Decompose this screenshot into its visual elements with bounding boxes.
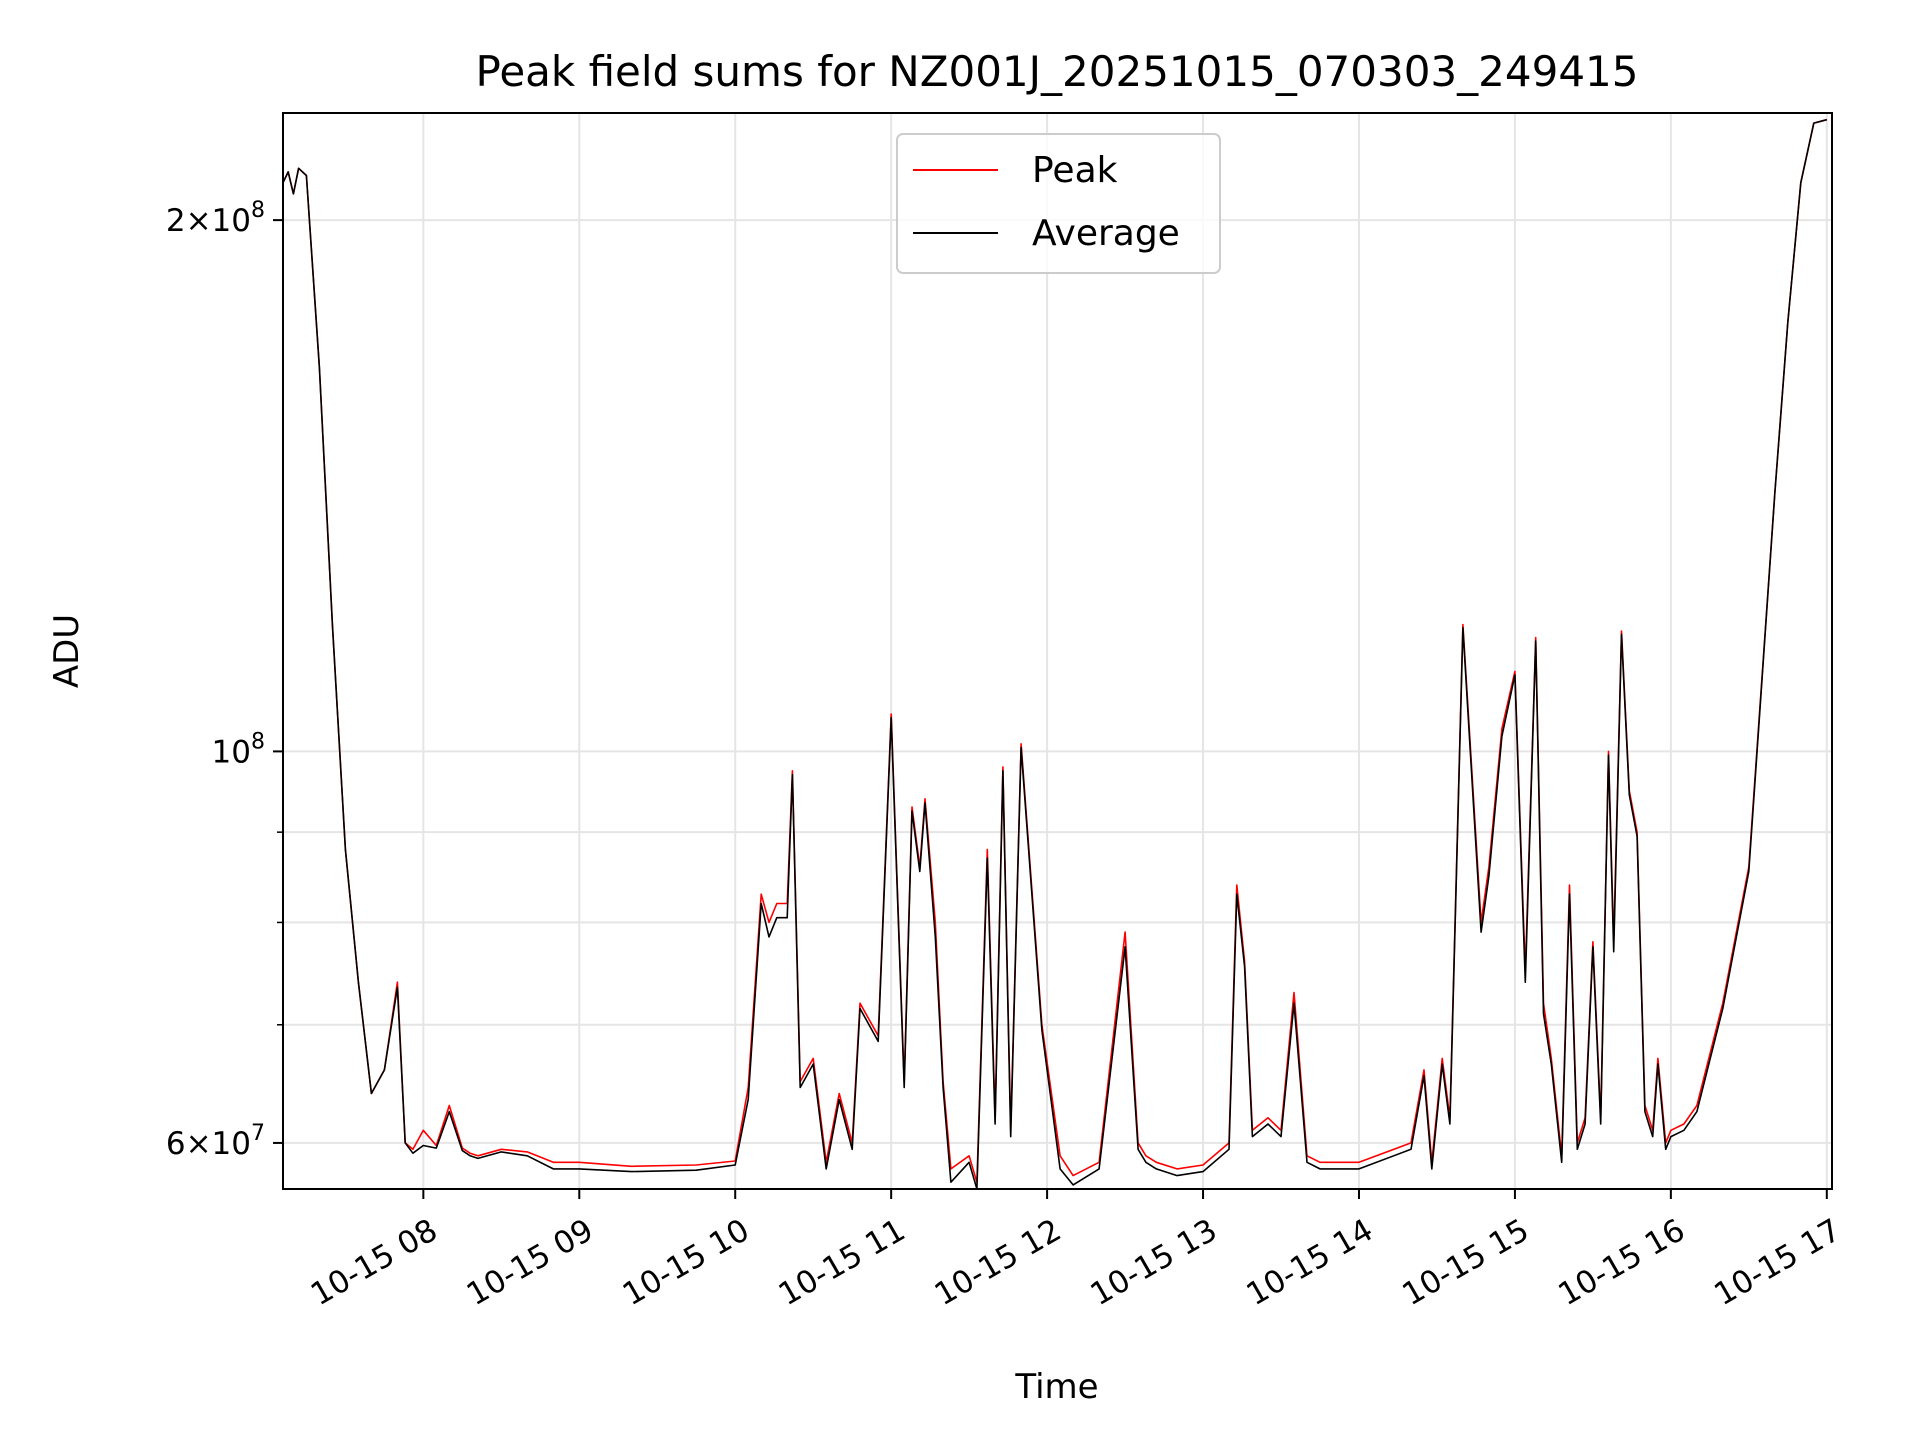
y-tick-label: 2×108 <box>166 198 265 239</box>
y-tick-label: 108 <box>212 729 265 770</box>
legend-box <box>896 133 1221 274</box>
x-axis-title: Time <box>1014 1367 1098 1407</box>
chart-title: Peak field sums for NZ001J_20251015_0703… <box>476 47 1639 96</box>
y-axis-title: ADU <box>47 614 87 688</box>
series-line-average <box>283 118 1828 1189</box>
legend-label-average: Average <box>1032 213 1180 254</box>
y-tick-label: 6×107 <box>166 1121 265 1162</box>
grid <box>283 113 1832 1189</box>
series-layer <box>283 118 1828 1189</box>
y-axis: 6×107 108 2×108 <box>166 198 283 1162</box>
plot-frame <box>282 112 1833 1190</box>
legend: Peak Average <box>896 133 1221 274</box>
legend-label-peak: Peak <box>1032 150 1118 191</box>
